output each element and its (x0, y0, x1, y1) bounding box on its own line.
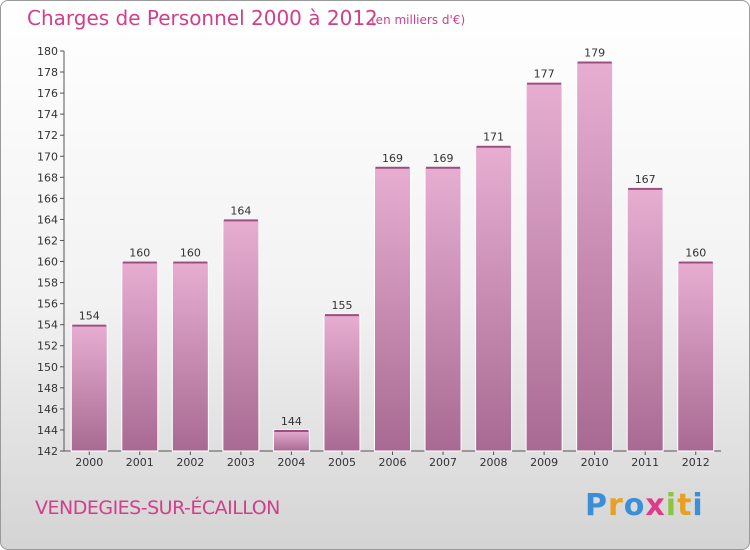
x-tick-label: 2009 (530, 456, 558, 469)
y-tick-label: 162 (37, 234, 58, 247)
y-tick-label: 148 (37, 382, 58, 395)
bar (475, 145, 513, 452)
bar (424, 166, 462, 452)
bar (70, 324, 108, 452)
y-tick-label: 158 (37, 277, 58, 290)
x-tick-label: 2003 (227, 456, 255, 469)
y-tick-label: 144 (37, 424, 58, 437)
bar-value-label: 144 (281, 415, 302, 428)
y-tick-label: 172 (37, 129, 58, 142)
bar (222, 218, 260, 452)
x-tick-label: 2004 (277, 456, 305, 469)
x-tick-label: 2007 (429, 456, 457, 469)
x-tick-label: 2008 (480, 456, 508, 469)
x-tick-label: 2002 (176, 456, 204, 469)
bar-value-label: 171 (483, 131, 504, 144)
proxiti-logo: Proxiti (585, 488, 704, 523)
logo-letter: x (645, 488, 666, 523)
bar-value-label: 160 (685, 247, 706, 260)
logo-letter: P (585, 488, 608, 523)
bar-value-label: 179 (584, 47, 605, 60)
x-tick-label: 2005 (328, 456, 356, 469)
y-tick-label: 142 (37, 445, 58, 458)
logo-letter: t (677, 488, 693, 523)
y-tick-label: 160 (37, 256, 58, 269)
logo-letter: r (608, 488, 624, 523)
logo-letter: i (692, 488, 704, 523)
y-tick-label: 176 (37, 87, 58, 100)
bar (576, 61, 614, 452)
town-name: VENDEGIES-SUR-ÉCAILLON (35, 497, 280, 519)
logo-letter: i (665, 488, 678, 523)
bar-value-label: 155 (331, 299, 352, 312)
y-tick-label: 152 (37, 340, 58, 353)
bar-value-label: 169 (433, 152, 454, 165)
bar (121, 261, 159, 452)
y-tick-label: 156 (37, 298, 58, 311)
bar (677, 261, 715, 452)
x-tick-label: 2011 (631, 456, 659, 469)
x-tick-label: 2010 (581, 456, 609, 469)
y-tick-label: 146 (37, 403, 58, 416)
logo-letter: o (623, 488, 646, 523)
bar (374, 166, 411, 452)
y-tick-label: 168 (37, 171, 58, 184)
y-tick-label: 166 (37, 192, 58, 205)
chart-subtitle: (en milliers d'€) (371, 13, 466, 27)
chart-title: Charges de Personnel 2000 à 2012 (27, 6, 378, 30)
x-tick-label: 2000 (75, 456, 103, 469)
bar (626, 187, 664, 452)
y-tick-label: 174 (37, 108, 58, 121)
y-tick-label: 150 (37, 361, 58, 374)
x-tick-label: 2012 (682, 456, 710, 469)
y-tick-label: 178 (37, 66, 58, 79)
bar-value-label: 169 (382, 152, 403, 165)
bar (272, 429, 310, 452)
y-tick-label: 180 (37, 45, 58, 58)
x-tick-label: 2006 (379, 456, 407, 469)
bar-value-label: 164 (230, 204, 251, 217)
bar (525, 82, 563, 452)
bar-value-label: 160 (180, 247, 201, 260)
bar (171, 261, 209, 452)
bar-value-label: 167 (635, 173, 656, 186)
bar-value-label: 160 (129, 247, 150, 260)
y-tick-label: 164 (37, 213, 58, 226)
y-tick-label: 170 (37, 150, 58, 163)
bar-value-label: 154 (79, 310, 100, 323)
bar-value-label: 177 (534, 68, 555, 81)
bar (323, 313, 361, 452)
x-tick-label: 2001 (126, 456, 154, 469)
y-tick-label: 154 (37, 319, 58, 332)
